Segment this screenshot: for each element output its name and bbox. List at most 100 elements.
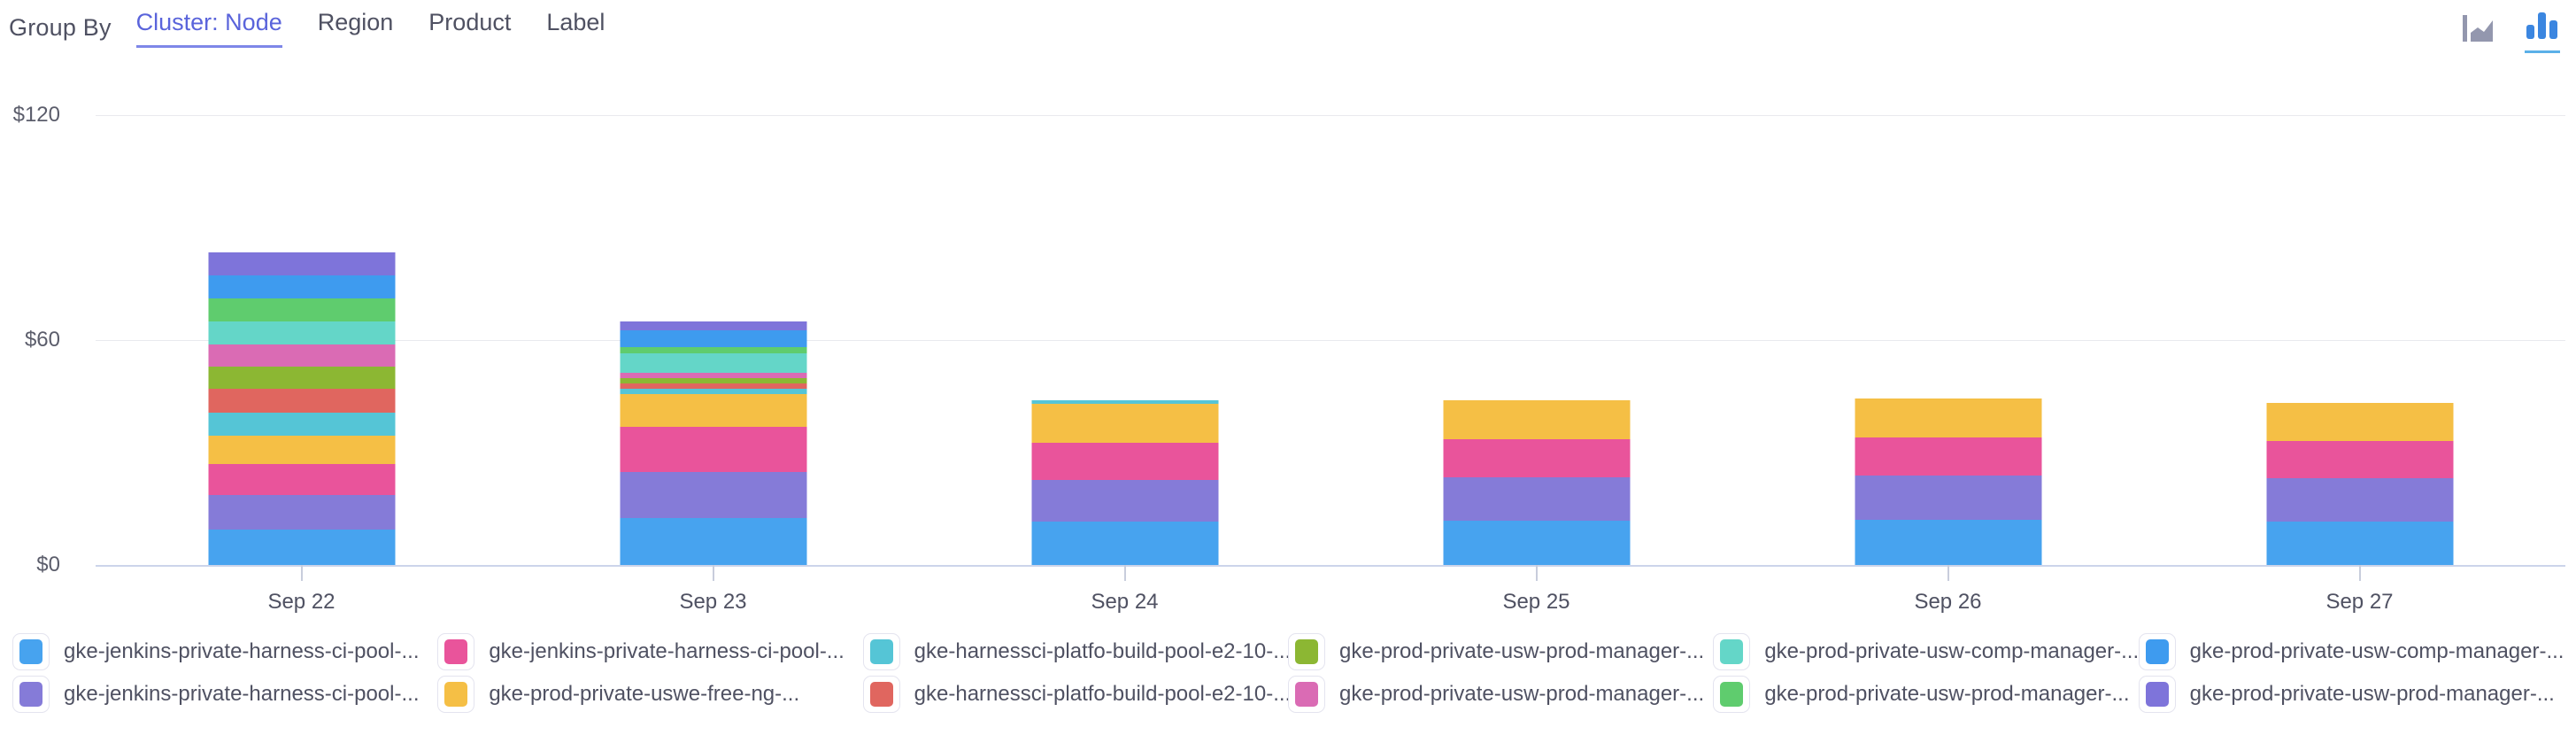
bar-segment[interactable] [1443,399,1630,439]
x-axis-tick-label: Sep 23 [679,590,747,614]
tab-product[interactable]: Product [428,9,512,35]
stacked-bar[interactable] [1443,399,1630,565]
bar-segment[interactable] [620,518,806,565]
bar-segment[interactable] [1443,438,1630,477]
legend-item[interactable]: gke-prod-private-usw-comp-manager-... [1713,631,2139,673]
legend-color-swatch [869,682,893,707]
legend-swatch-box [437,676,475,713]
legend-color-swatch [1295,639,1318,664]
legend-item-label: gke-prod-private-usw-prod-manager-... [1764,682,2130,706]
legend-item-label: gke-prod-private-usw-prod-manager-... [1339,682,1705,706]
stacked-bar[interactable] [1855,398,2041,565]
plot-area: $0 $60 $120 Sep 22 Sep 23 Sep 24 Sep 25 Sep 26 S… [13,103,2565,614]
x-axis-tick-label: Sep 26 [1914,590,1982,614]
bar-segment[interactable] [620,383,806,390]
legend-swatch-box [12,676,50,713]
group-by-tabs: Cluster: Node Region Product Label [135,7,641,48]
legend-swatch-box [1713,633,1751,670]
bar-segment[interactable] [620,393,806,428]
x-axis-tick-label: Sep 22 [267,590,335,614]
bar-segment[interactable] [2266,440,2453,479]
bar-segment[interactable] [208,494,395,530]
bar-segment[interactable] [208,412,395,436]
bar-segment[interactable] [208,435,395,464]
x-axis-tick-label: Sep 25 [1502,590,1570,614]
legend-item[interactable]: gke-prod-private-usw-prod-manager-... [1288,631,1713,673]
bar-segment[interactable] [1855,520,2041,565]
tab-label[interactable]: Label [546,9,605,35]
bar-segment[interactable] [1855,398,2041,438]
chart-type-toggle [2463,11,2560,53]
bar-group: Sep 26 [1742,115,2154,614]
legend-item[interactable]: gke-harnessci-platfo-build-pool-e2-10-..… [862,673,1288,716]
stacked-bar[interactable] [620,321,806,565]
bar-segment[interactable] [208,298,395,321]
bar-segment[interactable] [1031,479,1218,522]
legend-item[interactable]: gke-prod-private-usw-prod-manager-... [1288,673,1713,716]
legend-item[interactable]: gke-jenkins-private-harness-ci-pool-... [12,631,437,673]
legend-item-label: gke-harnessci-platfo-build-pool-e2-10-..… [914,682,1288,706]
legend-swatch-box [2138,676,2176,713]
bar-segment[interactable] [620,377,806,384]
bar-segment[interactable] [1031,404,1218,443]
bar-segment[interactable] [1855,437,2041,476]
legend-item[interactable]: gke-prod-private-usw-comp-manager-... [2138,631,2564,673]
stacked-bar[interactable] [208,252,395,565]
legend-item[interactable]: gke-harnessci-platfo-build-pool-e2-10-..… [862,631,1288,673]
legend-item[interactable]: gke-prod-private-uswe-free-ng-... [437,673,862,716]
bar-segment[interactable] [2266,521,2453,565]
gridline [96,115,2565,116]
bar-segment[interactable] [1031,442,1218,480]
legend-item[interactable]: gke-jenkins-private-harness-ci-pool-... [12,673,437,716]
bar-chart-icon[interactable] [2525,11,2560,53]
legend-item-label: gke-jenkins-private-harness-ci-pool-... [64,639,420,663]
bar-segment[interactable] [1443,521,1630,565]
legend-color-swatch [444,682,468,707]
bar-segment[interactable] [208,366,395,390]
legend-swatch-box [862,633,900,670]
bar-segment[interactable] [2266,402,2453,441]
bar-segment[interactable] [1031,522,1218,565]
legend-swatch-box [437,633,475,670]
group-by-label: Group By [9,13,112,41]
stacked-bar[interactable] [2266,402,2453,565]
bar-segment[interactable] [620,427,806,473]
bar-segment[interactable] [620,347,806,353]
bar-segment[interactable] [208,344,395,367]
bar-segment[interactable] [620,472,806,519]
bars-container: Sep 22 Sep 23 Sep 24 Sep 25 Sep 26 Sep 27 [96,115,2565,614]
bar-segment[interactable] [620,329,806,348]
legend-item[interactable]: gke-prod-private-usw-prod-manager-... [2138,673,2564,716]
y-axis-tick-label: $0 [36,553,60,576]
bar-segment[interactable] [208,252,395,275]
legend-item[interactable]: gke-jenkins-private-harness-ci-pool-... [437,631,862,673]
y-axis-tick-label: $120 [12,103,60,127]
legend-color-swatch [2145,682,2169,707]
tab-cluster-node[interactable]: Cluster: Node [135,7,282,48]
tab-region[interactable]: Region [317,9,394,35]
area-chart-icon[interactable] [2463,13,2498,53]
legend-item[interactable]: gke-prod-private-usw-prod-manager-... [1713,673,2138,716]
bar-segment[interactable] [620,389,806,394]
bar-group: Sep 25 [1330,115,1742,614]
bar-segment[interactable] [208,275,395,299]
legend-color-swatch [19,682,42,707]
legend-color-swatch [2145,639,2169,664]
legend-item-label: gke-prod-private-uswe-free-ng-... [489,682,800,706]
gridline [96,340,2565,341]
bar-segment[interactable] [208,321,395,345]
bar-segment[interactable] [208,389,395,413]
bar-segment[interactable] [208,463,395,495]
bar-segment[interactable] [620,321,806,330]
bar-segment[interactable] [1031,400,1218,404]
bar-segment[interactable] [1855,476,2041,521]
stacked-bar[interactable] [1031,400,1218,565]
bar-segment[interactable] [620,373,806,378]
x-axis-tick-mark [300,565,303,581]
bar-segment[interactable] [620,352,806,374]
stacked-bar-chart: $0 $60 $120 Sep 22 Sep 23 Sep 24 Sep 25 Sep 26 S… [0,55,2576,626]
bar-segment[interactable] [208,529,395,565]
bar-segment[interactable] [2266,478,2453,522]
legend-item-label: gke-prod-private-usw-comp-manager-... [2189,639,2564,663]
bar-segment[interactable] [1443,476,1630,522]
